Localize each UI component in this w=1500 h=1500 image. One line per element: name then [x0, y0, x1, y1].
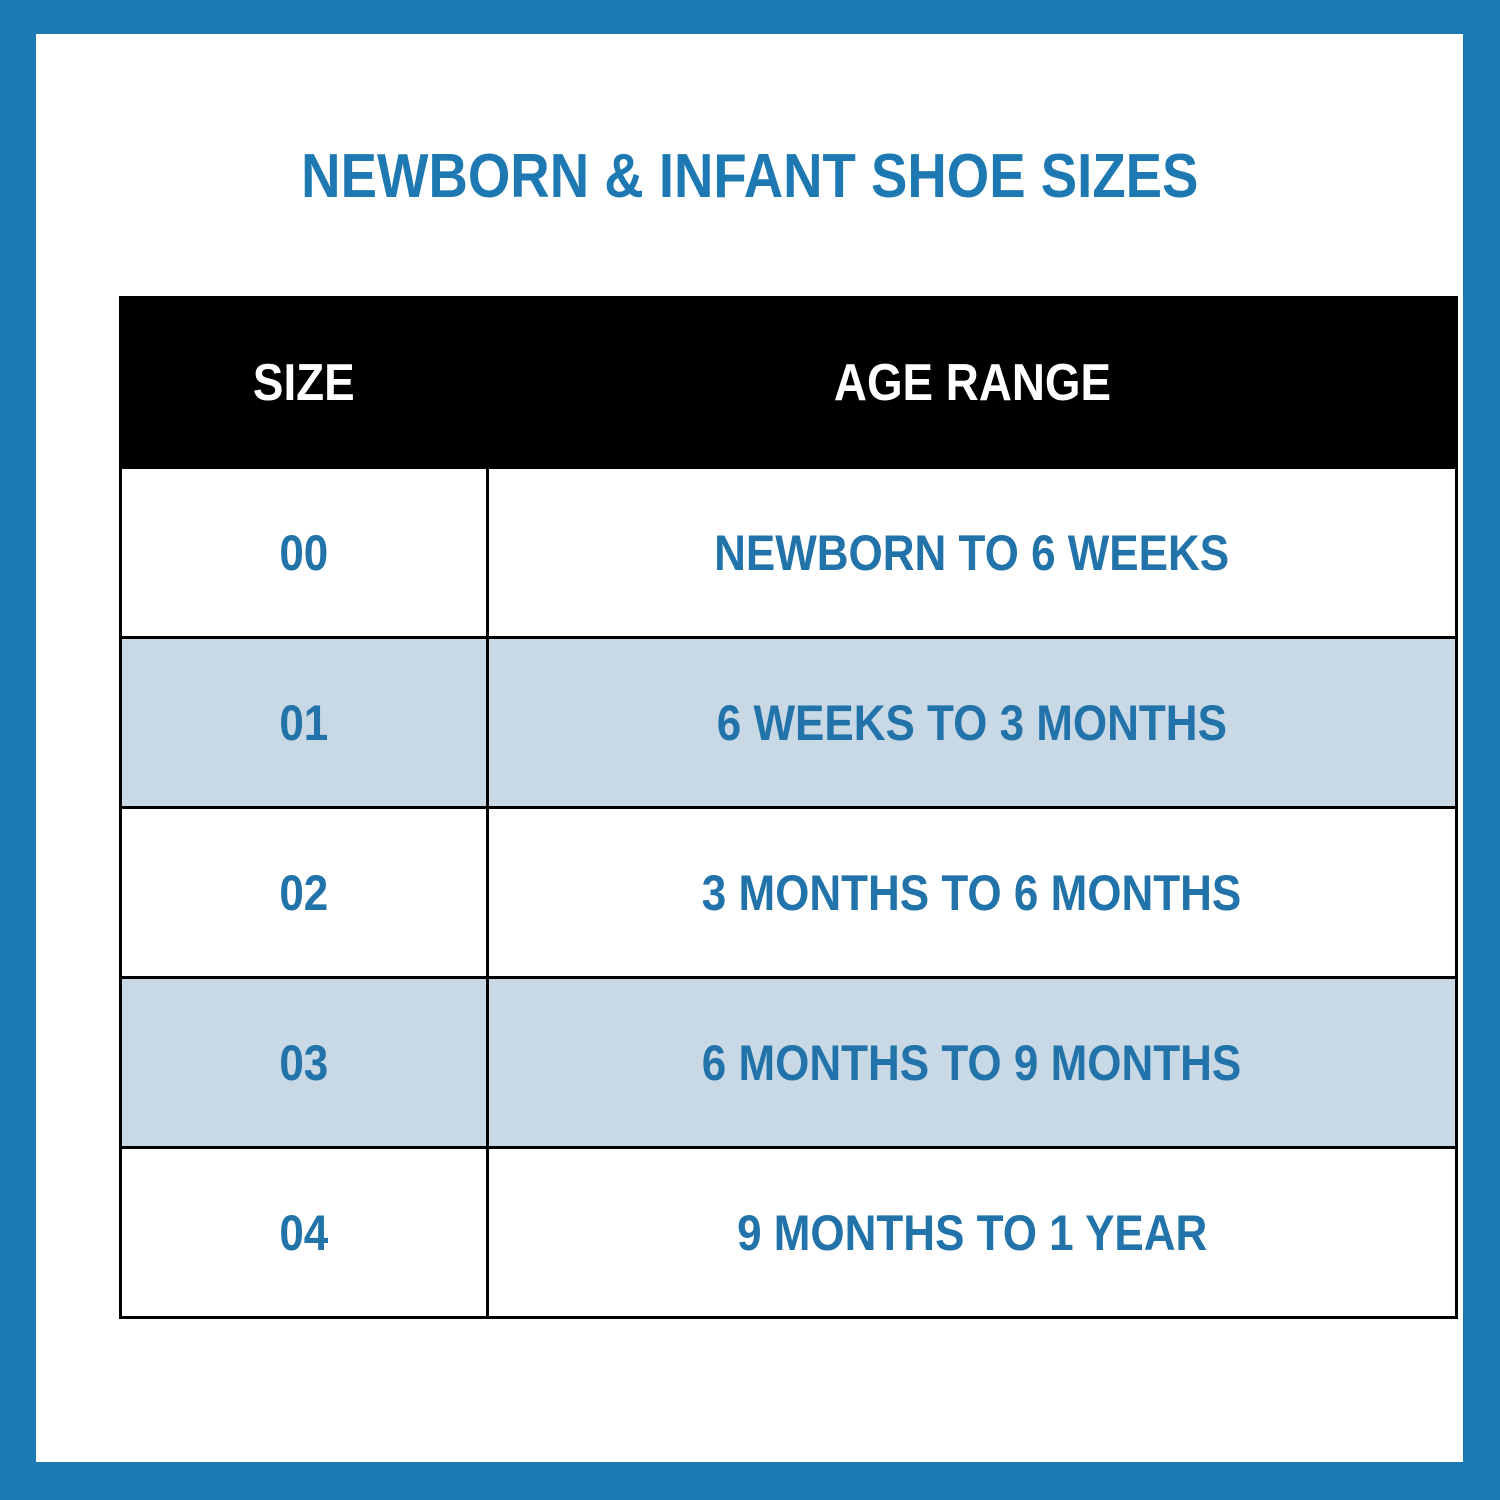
age-range-value: 9 MONTHS TO 1 YEAR: [736, 1204, 1208, 1261]
page-title-text: NEWBORN & INFANT SHOE SIZES: [300, 142, 1199, 211]
size-value: 00: [279, 524, 329, 581]
header-size: SIZE: [122, 299, 486, 466]
age-range-value: 6 WEEKS TO 3 MONTHS: [716, 694, 1228, 751]
size-value: 01: [279, 694, 329, 751]
header-size-label: SIZE: [253, 353, 355, 412]
header-age-range: AGE RANGE: [489, 299, 1455, 466]
age-range-value: NEWBORN TO 6 WEEKS: [714, 524, 1230, 581]
header-age-range-label: AGE RANGE: [833, 353, 1111, 412]
size-cell-row1: 00: [122, 469, 486, 636]
age-range-value: 6 MONTHS TO 9 MONTHS: [702, 1034, 1242, 1091]
size-value: 02: [279, 864, 329, 921]
size-cell-row4: 03: [122, 979, 486, 1146]
size-cell-row5: 04: [122, 1149, 486, 1316]
age-range-value: 3 MONTHS TO 6 MONTHS: [702, 864, 1242, 921]
size-chart-table: SIZE AGE RANGE 00 NEWBORN TO 6 WEEKS 01 …: [119, 296, 1458, 1319]
age-range-cell-row1: NEWBORN TO 6 WEEKS: [489, 469, 1455, 636]
size-value: 03: [279, 1034, 329, 1091]
age-range-cell-row2: 6 WEEKS TO 3 MONTHS: [489, 639, 1455, 806]
age-range-cell-row3: 3 MONTHS TO 6 MONTHS: [489, 809, 1455, 976]
size-cell-row3: 02: [122, 809, 486, 976]
size-cell-row2: 01: [122, 639, 486, 806]
size-value: 04: [279, 1204, 329, 1261]
age-range-cell-row4: 6 MONTHS TO 9 MONTHS: [489, 979, 1455, 1146]
age-range-cell-row5: 9 MONTHS TO 1 YEAR: [489, 1149, 1455, 1316]
page-title: NEWBORN & INFANT SHOE SIZES: [36, 146, 1463, 208]
content-area: NEWBORN & INFANT SHOE SIZES SIZE AGE RAN…: [36, 34, 1463, 1462]
